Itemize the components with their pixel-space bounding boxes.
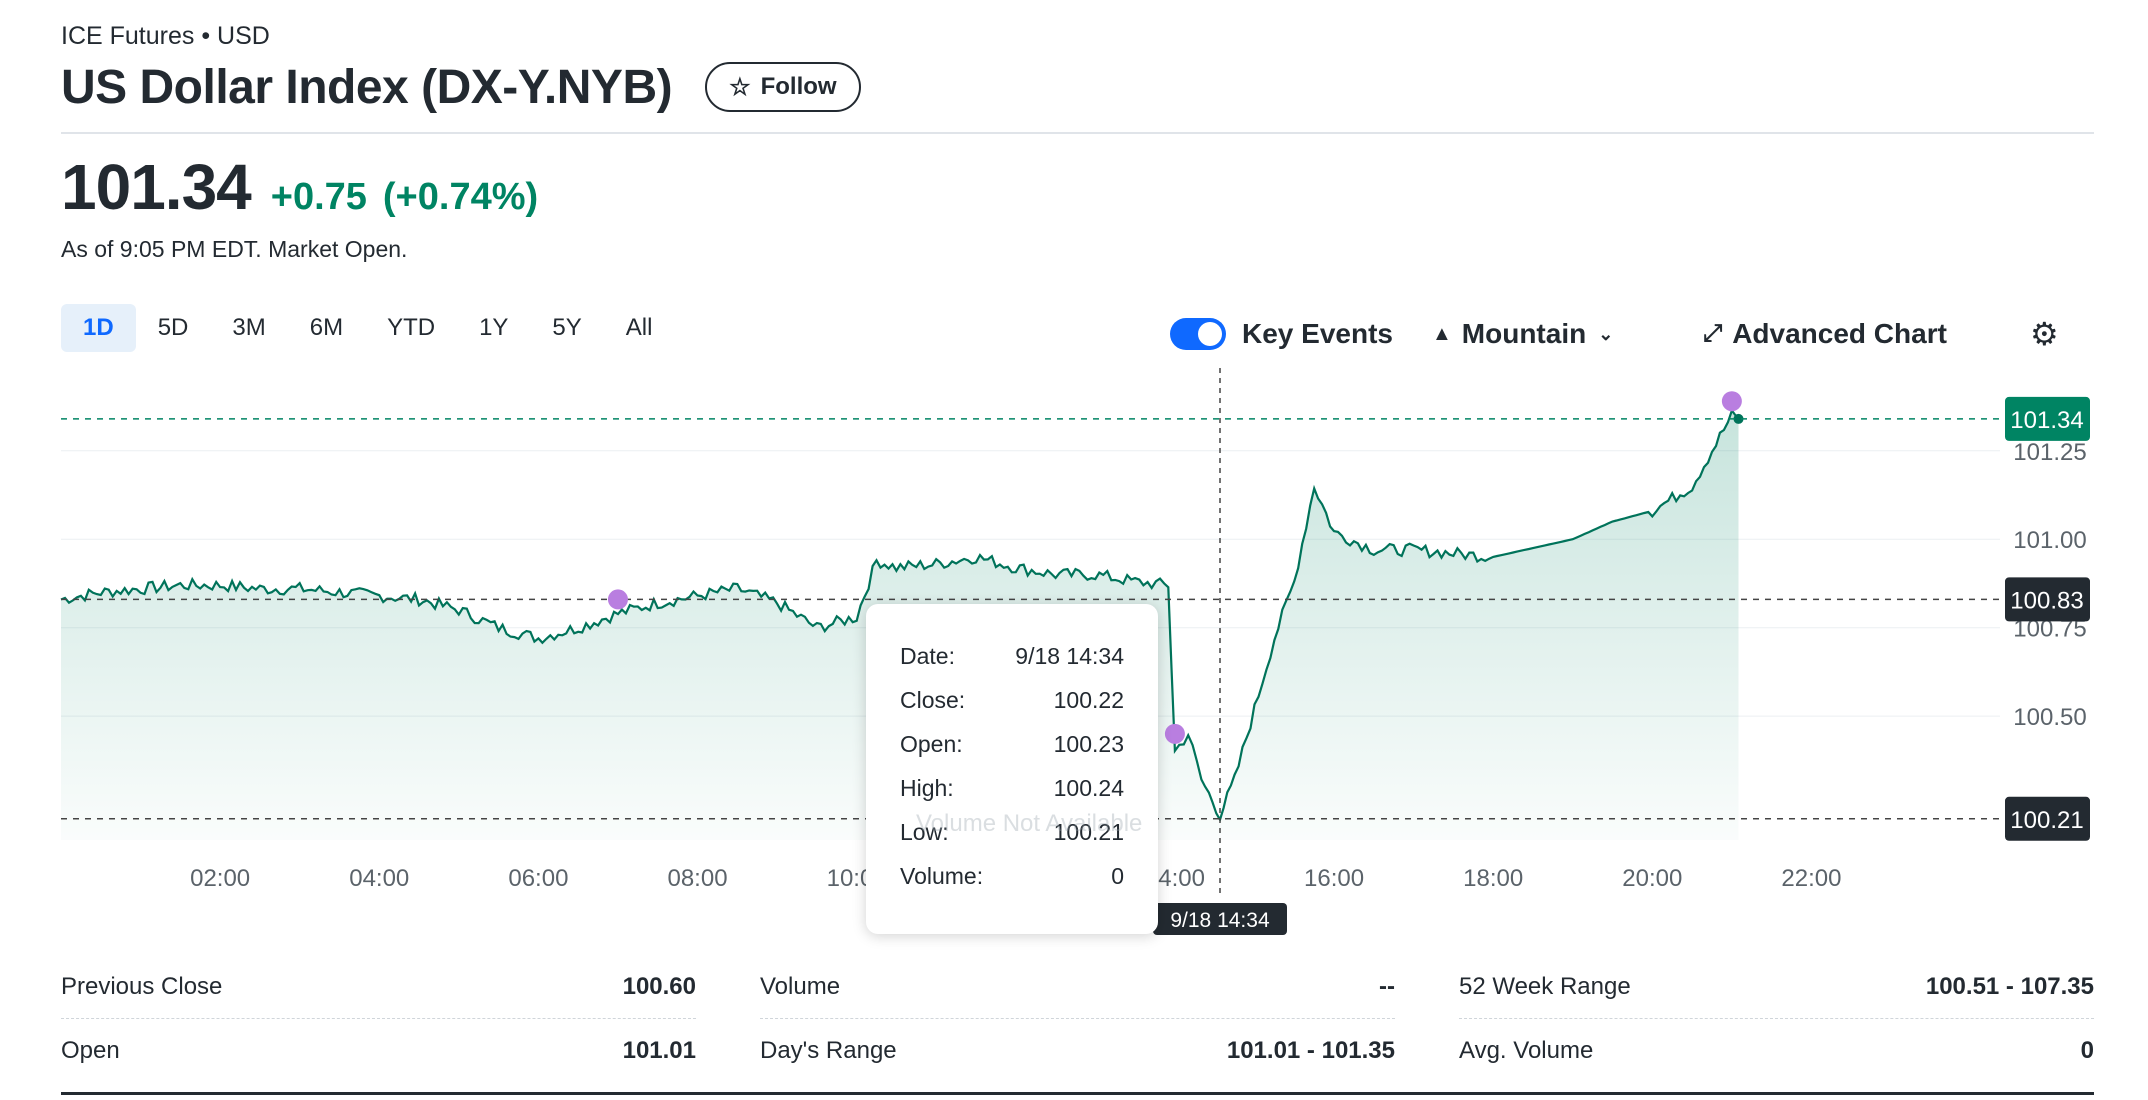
range-tab-all[interactable]: All bbox=[625, 314, 653, 341]
chart-type-label: Mountain bbox=[1461, 318, 1587, 349]
stat-row: 52 Week Range 100.51 - 107.35 bbox=[1459, 955, 2094, 1019]
tooltip-low: Low: 100.21 bbox=[900, 818, 1124, 845]
stats-column-3: 52 Week Range 100.51 - 107.35 Avg. Volume… bbox=[1459, 955, 2094, 1083]
gear-icon: ⚙ bbox=[2030, 316, 2059, 352]
breadcrumb: ICE Futures • USD bbox=[61, 22, 270, 50]
volume-note: Volume Not Available bbox=[916, 810, 1143, 837]
key-event-marker bbox=[1721, 391, 1742, 412]
advanced-chart-label: Advanced Chart bbox=[1732, 318, 1947, 349]
x-tick-label: 18:00 bbox=[1463, 865, 1523, 892]
header-divider bbox=[61, 132, 2094, 134]
x-tick-label: 20:00 bbox=[1622, 865, 1682, 892]
range-tab-5y[interactable]: 5Y bbox=[552, 314, 582, 341]
page-title: US Dollar Index (DX-Y.NYB) bbox=[61, 60, 673, 114]
y-tick-label: 101.00 bbox=[2013, 527, 2086, 554]
advanced-chart-button[interactable]: ⤢ Advanced Chart bbox=[1703, 310, 1947, 358]
stat-row: Open 101.01 bbox=[61, 1037, 696, 1064]
x-tick-label: 22:00 bbox=[1781, 865, 1841, 892]
price-badge-label: 101.34 bbox=[2010, 407, 2083, 434]
price-change: +0.75 bbox=[270, 176, 367, 218]
expand-icon: ⤢ bbox=[1703, 320, 1723, 347]
x-tick-label: 08:00 bbox=[667, 865, 727, 892]
x-tick-label: 16:00 bbox=[1304, 865, 1364, 892]
tooltip-close: Close: 100.22 bbox=[900, 686, 1124, 713]
x-tick-label: 02:00 bbox=[190, 865, 250, 892]
x-tick-label: 04:00 bbox=[349, 865, 409, 892]
y-tick-label: 100.50 bbox=[2013, 704, 2086, 731]
price-badge bbox=[2005, 396, 2090, 441]
range-tab-3m[interactable]: 3M bbox=[232, 314, 266, 341]
price-change-percent: (+0.74%) bbox=[382, 176, 539, 218]
stat-row: Volume -- bbox=[760, 955, 1395, 1019]
title-row: US Dollar Index (DX-Y.NYB) ☆ Follow bbox=[61, 57, 861, 117]
chart-settings-button[interactable]: ⚙ bbox=[2030, 310, 2059, 358]
stat-row: Avg. Volume 0 bbox=[1459, 1037, 2094, 1064]
range-tab-5d[interactable]: 5D bbox=[157, 314, 189, 341]
price-line bbox=[60, 408, 1740, 823]
price-badge bbox=[2005, 577, 2090, 622]
stat-row: Day's Range 101.01 - 101.35 bbox=[760, 1037, 1395, 1064]
range-tab-6m[interactable]: 6M bbox=[309, 314, 344, 341]
key-event-marker bbox=[607, 589, 628, 610]
stat-row: Previous Close 100.60 bbox=[61, 955, 696, 1019]
bottom-divider bbox=[61, 1092, 2094, 1095]
range-tab-ytd[interactable]: YTD bbox=[387, 314, 436, 341]
chart-tooltip: Date: 9/18 14:34 Close: 100.22 Open: 100.23… bbox=[866, 604, 1158, 934]
tooltip-date: Date: 9/18 14:34 bbox=[900, 642, 1124, 669]
x-tick-label: 06:00 bbox=[508, 865, 568, 892]
tooltip-open: Open: 100.23 bbox=[900, 730, 1124, 757]
range-tabs: 1D 5D 3M 6M YTD 1Y 5Y All bbox=[61, 304, 674, 352]
price-badge-label: 100.21 bbox=[2010, 807, 2083, 834]
price-badge bbox=[2005, 796, 2090, 841]
follow-label: Follow bbox=[760, 73, 837, 100]
price-row: 101.34 +0.75 (+0.74%) bbox=[61, 150, 538, 224]
follow-button[interactable]: ☆ Follow bbox=[705, 62, 861, 112]
crosshair-time-badge bbox=[1153, 903, 1287, 935]
key-event-marker bbox=[1164, 723, 1185, 744]
range-tab-1y[interactable]: 1Y bbox=[479, 314, 509, 341]
toggle-knob bbox=[1198, 322, 1222, 346]
tooltip-volume: Volume: 0 bbox=[900, 862, 1124, 889]
crosshair-time-label: 9/18 14:34 bbox=[1170, 909, 1270, 932]
market-status: As of 9:05 PM EDT. Market Open. bbox=[61, 236, 408, 262]
mountain-icon: ▲ bbox=[1432, 322, 1452, 345]
key-events-toggle[interactable]: Key Events bbox=[1170, 310, 1393, 358]
chevron-down-icon: ⌄ bbox=[1598, 323, 1614, 344]
stats-column-2: Volume -- Day's Range 101.01 - 101.35 bbox=[760, 955, 1395, 1083]
star-icon: ☆ bbox=[729, 73, 751, 101]
tooltip-high: High: 100.24 bbox=[900, 774, 1124, 801]
stats-column-1: Previous Close 100.60 Open 101.01 bbox=[61, 955, 696, 1083]
y-tick-label: 101.25 bbox=[2013, 439, 2086, 466]
key-events-label: Key Events bbox=[1242, 318, 1393, 349]
range-tab-1d[interactable]: 1D bbox=[61, 304, 136, 352]
last-point bbox=[1733, 413, 1744, 424]
current-price: 101.34 bbox=[61, 151, 252, 223]
toggle-switch[interactable] bbox=[1170, 318, 1226, 350]
price-badge-label: 100.83 bbox=[2010, 587, 2083, 614]
chart-type-dropdown[interactable]: ▲ Mountain ⌄ bbox=[1432, 310, 1623, 358]
